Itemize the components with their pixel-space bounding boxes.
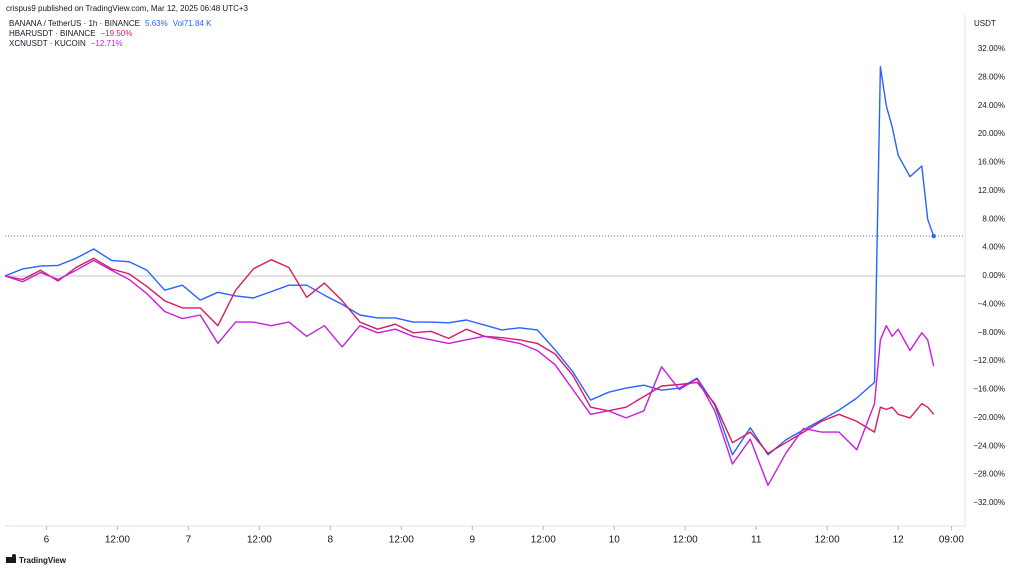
y-tick-label: −24.00% <box>973 441 1005 450</box>
x-tick-label: 6 <box>44 535 50 546</box>
series-line <box>4 257 935 454</box>
x-tick-label: 12 <box>893 535 905 546</box>
y-tick-label: 16.00% <box>978 158 1005 167</box>
y-tick-label: 20.00% <box>978 129 1005 138</box>
x-tick-label: 12:00 <box>105 535 130 546</box>
footer: TradingView <box>19 556 67 565</box>
x-tick-label: 09:00 <box>939 535 964 546</box>
y-axis-label: USDT <box>974 19 996 28</box>
y-tick-label: 32.00% <box>978 44 1005 53</box>
footer-logo: TradingView <box>6 554 67 565</box>
legend-volume-title: Vol <box>173 19 184 28</box>
last-value-dot <box>931 233 936 239</box>
x-tick-label: 12:00 <box>247 535 272 546</box>
y-tick-label: 8.00% <box>982 214 1005 223</box>
y-tick-label: −32.00% <box>973 498 1005 507</box>
x-tick-label: 12:00 <box>815 535 840 546</box>
y-tick-label: 0.00% <box>982 271 1005 280</box>
x-tick-label: 8 <box>328 535 334 546</box>
legend-name: XCNUSDT · KUCOIN <box>9 39 86 48</box>
y-tick-label: 4.00% <box>982 243 1005 252</box>
y-tick-label: 24.00% <box>978 101 1005 110</box>
x-tick-label: 9 <box>470 535 476 546</box>
y-tick-label: 28.00% <box>978 72 1005 81</box>
legend-volume: 71.84 K <box>184 19 212 28</box>
y-tick-label: −20.00% <box>973 413 1005 422</box>
legend-name: BANANA / TetherUS · 1h · BINANCE <box>9 19 140 28</box>
legend-name: HBARUSDT · BINANCE <box>9 29 96 38</box>
y-tick-label: −12.00% <box>973 356 1005 365</box>
x-tick-label: 12:00 <box>673 535 698 546</box>
legend-entry: HBARUSDT · BINANCE −19.50% <box>9 29 132 38</box>
x-tick-label: 11 <box>751 535 762 546</box>
y-tick-label: 12.00% <box>978 186 1005 195</box>
x-tick-label: 12:00 <box>531 535 556 546</box>
legend-value: −12.71% <box>91 39 123 48</box>
legend-value: 5.63% <box>145 19 168 28</box>
legend-value: −19.50% <box>101 29 133 38</box>
x-tick-label: 12:00 <box>389 535 414 546</box>
x-tick-label: 7 <box>186 535 192 546</box>
y-tick-label: −8.00% <box>978 328 1005 337</box>
series-line <box>4 259 935 486</box>
series-line <box>4 66 935 456</box>
legend-entry: BANANA / TetherUS · 1h · BINANCE 5.63% Vol… <box>9 19 212 28</box>
header: crispus9 published on TradingView.com, M… <box>6 4 249 13</box>
x-tick-label: 10 <box>609 535 621 546</box>
y-tick-label: −4.00% <box>978 299 1005 308</box>
y-tick-label: −28.00% <box>973 470 1005 479</box>
legend-entry: XCNUSDT · KUCOIN −12.71% <box>9 39 123 48</box>
y-tick-label: −16.00% <box>973 385 1005 394</box>
